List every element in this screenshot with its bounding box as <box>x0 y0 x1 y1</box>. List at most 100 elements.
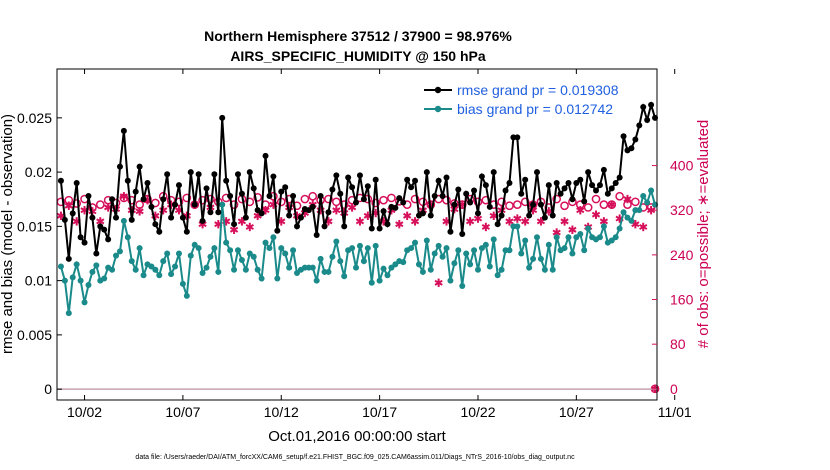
rmse-point <box>478 173 485 180</box>
rmse-point <box>136 163 143 170</box>
x-tick-label: 10/17 <box>362 404 397 420</box>
rmse-point <box>337 190 344 197</box>
bias-point <box>482 241 489 248</box>
bias-point <box>140 272 147 279</box>
rmse-point <box>423 169 430 176</box>
rmse-point <box>250 185 257 192</box>
rmse-point <box>258 210 265 217</box>
bias-point <box>530 255 537 262</box>
bias-point <box>364 245 371 252</box>
bias-point <box>431 250 438 257</box>
bias-point <box>290 247 297 254</box>
plot-area <box>57 69 657 400</box>
bias-point <box>69 274 76 281</box>
x-tick-label: 10/22 <box>460 404 495 420</box>
rmse-point <box>69 210 76 217</box>
rmse-point <box>266 192 273 199</box>
legend-rmse-marker <box>434 86 442 94</box>
bias-point <box>160 258 167 265</box>
obs-possible-point <box>308 191 318 201</box>
y2-tick-label: 240 <box>670 247 694 263</box>
rmse-point <box>482 182 489 189</box>
bias-point <box>553 234 560 241</box>
y-tick-label: 0 <box>44 381 52 397</box>
y2-tick-label: 0 <box>670 381 678 397</box>
bias-point <box>254 266 261 273</box>
bias-point <box>294 270 300 277</box>
bias-point <box>164 250 171 257</box>
bias-point <box>65 310 72 317</box>
rmse-point <box>541 214 548 221</box>
obs-evaluated-point <box>410 217 420 226</box>
x-tick-label: 11/01 <box>658 404 692 420</box>
bias-point <box>541 266 548 273</box>
rmse-point <box>286 212 293 219</box>
bias-point <box>238 257 245 264</box>
bias-point <box>423 237 430 244</box>
y2-tick-label: 160 <box>670 292 694 308</box>
rmse-point <box>191 201 198 208</box>
rmse-point <box>116 163 123 170</box>
obs-possible-point <box>583 203 593 212</box>
bias-point <box>455 247 462 254</box>
obs-possible-point <box>560 201 569 211</box>
rmse-point <box>219 114 226 121</box>
rmse-point <box>223 177 230 184</box>
obs-evaluated-point <box>521 217 530 226</box>
rmse-point <box>384 221 391 228</box>
rmse-point <box>297 214 304 221</box>
rmse-point <box>93 250 100 257</box>
bias-point <box>203 264 210 271</box>
plot-frame <box>56 68 658 401</box>
bias-point <box>246 250 253 257</box>
bias-point <box>187 252 194 259</box>
rmse-point <box>490 169 497 176</box>
rmse-point <box>175 182 182 189</box>
bias-point <box>124 234 131 241</box>
obs-possible-point <box>324 194 333 204</box>
obs-possible-point <box>371 198 381 208</box>
bias-point <box>73 261 80 268</box>
bias-point <box>266 245 273 252</box>
obs-evaluated-point <box>64 201 73 210</box>
bias-point <box>325 268 332 275</box>
rmse-point <box>467 199 474 206</box>
bias-point <box>337 258 344 265</box>
bias-point <box>282 250 289 257</box>
x-tick-label: 10/27 <box>559 404 594 420</box>
rmse-point <box>333 172 340 179</box>
y-tick-label: 0.01 <box>25 273 52 289</box>
rmse-point <box>443 174 450 181</box>
rmse-point <box>148 203 155 210</box>
rmse-point <box>526 212 533 219</box>
obs-evaluated-point <box>591 210 601 219</box>
bias-point <box>549 266 556 273</box>
y2-axis-label: # of obs: o=possible; ∗=evaluated <box>695 120 712 349</box>
bias-point <box>412 239 419 246</box>
bias-point <box>57 263 64 270</box>
rmse-point <box>396 195 403 202</box>
bias-point <box>447 277 454 284</box>
rmse-point <box>636 122 643 129</box>
rmse-point <box>608 185 615 192</box>
bias-point <box>616 225 623 232</box>
rmse-point <box>294 223 300 230</box>
rmse-point <box>113 214 120 221</box>
rmse-point <box>593 187 600 194</box>
bias-point <box>215 268 222 275</box>
bias-point <box>478 245 485 252</box>
obs-possible-point <box>442 195 451 205</box>
obs-evaluated-point <box>481 222 490 232</box>
obs-possible-point <box>387 193 396 203</box>
legend-rmse-label: rmse grand pr = 0.019308 <box>457 82 619 98</box>
rmse-point <box>231 221 238 228</box>
rmse-point <box>380 208 387 215</box>
rmse-point <box>73 179 80 186</box>
bias-point <box>388 264 395 271</box>
bias-point <box>128 258 135 265</box>
obs-evaluated-point <box>332 206 341 215</box>
bias-point <box>600 223 607 230</box>
rmse-point <box>408 184 415 191</box>
bias-point <box>120 217 127 224</box>
obs-possible-point <box>245 197 255 207</box>
